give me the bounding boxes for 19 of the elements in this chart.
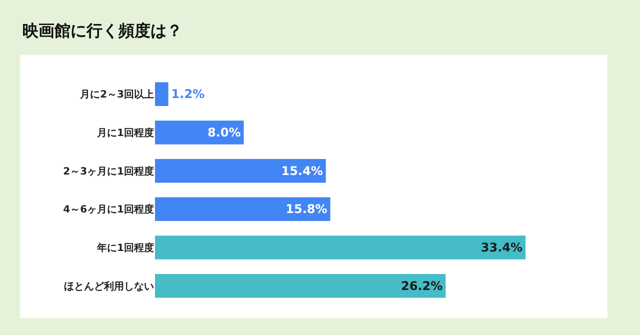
chart-title: 映画館に行く頻度は？	[22, 20, 182, 40]
bar	[155, 236, 526, 260]
data-label: 8.0%	[207, 126, 241, 140]
bar	[155, 120, 244, 144]
data-label: 1.2%	[171, 87, 205, 102]
bar	[155, 82, 168, 106]
y-tick-label: 2～3ヶ月に1回程度	[63, 165, 154, 178]
data-label: 15.8%	[286, 202, 328, 216]
bar	[155, 197, 330, 222]
y-tick-label: 月に2～3回以上	[79, 88, 154, 101]
data-label: 33.4%	[480, 240, 523, 254]
y-tick-label: 月に1回程度	[96, 127, 154, 139]
data-label: 15.4%	[281, 164, 323, 178]
y-tick-label: 年に1回程度	[96, 242, 154, 254]
bar	[155, 158, 326, 183]
y-tick-label: 4～6ヶ月に1回程度	[63, 204, 154, 216]
y-tick-label: ほとんど利用しない	[64, 280, 154, 292]
bar	[155, 274, 446, 298]
data-label: 26.2%	[401, 278, 443, 293]
